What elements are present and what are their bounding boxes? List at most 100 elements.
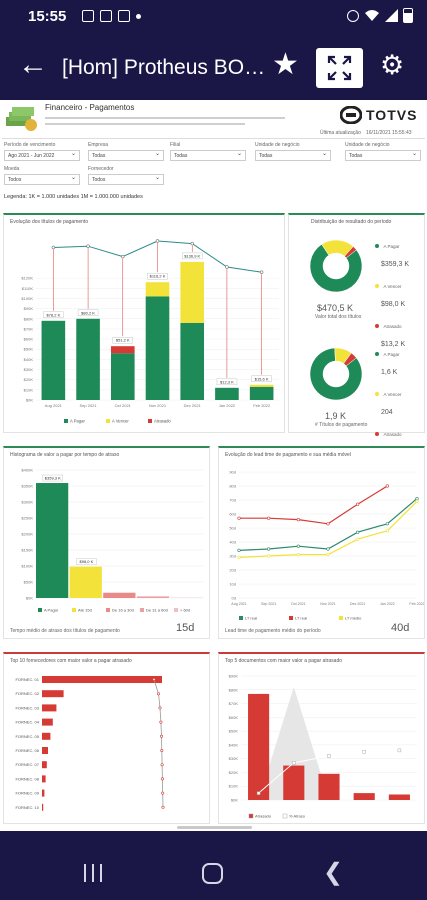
percent-point[interactable] [397, 748, 402, 753]
filter-select[interactable]: Todas ⌄ [255, 150, 331, 161]
bar-segment[interactable] [110, 346, 135, 354]
top10-chart[interactable]: FORNEC. 01 FORNEC. 02 FORNEC. 03 FORNEC. 04… [4, 664, 209, 824]
donut-slice[interactable] [344, 246, 357, 259]
filter-select[interactable]: Todas ⌄ [88, 150, 164, 161]
bar-segment[interactable] [180, 322, 205, 400]
leadtime-point[interactable] [385, 522, 389, 526]
count-point[interactable] [51, 245, 56, 250]
filter-6[interactable]: Moeda Todos ⌄ [4, 166, 80, 188]
cumulative-point[interactable] [161, 805, 165, 809]
supplier-bar[interactable] [42, 789, 45, 797]
bar-segment[interactable] [110, 353, 135, 400]
count-point[interactable] [259, 270, 264, 274]
bar-segment[interactable] [249, 384, 274, 387]
leadtime-point[interactable] [415, 496, 419, 501]
supplier-bar[interactable] [42, 747, 48, 754]
supplier-bar[interactable] [42, 718, 53, 726]
filter-select[interactable]: Todos ⌄ [88, 174, 164, 185]
cumulative-point[interactable] [160, 763, 164, 767]
histogram-bar[interactable] [36, 483, 69, 598]
supplier-bar[interactable] [42, 732, 51, 740]
leadtime-point[interactable] [326, 547, 330, 551]
filter-select[interactable]: Todas ⌄ [345, 150, 421, 161]
donut-slice[interactable] [309, 347, 363, 401]
bar-segment[interactable] [249, 386, 274, 400]
filter-select[interactable]: Todos ⌄ [4, 174, 80, 185]
count-point[interactable] [86, 244, 90, 248]
bar-segment[interactable] [180, 261, 205, 323]
leadtime-point[interactable] [356, 530, 360, 534]
filter-3[interactable]: Filial Todas ⌄ [170, 142, 246, 164]
fullscreen-button[interactable] [316, 48, 363, 88]
leadtime-point[interactable] [296, 517, 300, 522]
leadtime-point[interactable] [415, 499, 419, 504]
filter-1[interactable]: Período de vencimento Ago 2021 - Jun 2022… [4, 142, 80, 164]
document-bar[interactable] [388, 794, 410, 800]
filter-5[interactable]: Unidade de negócio Todas ⌄ [345, 142, 421, 164]
bar-segment[interactable] [145, 282, 170, 297]
leadtime-point[interactable] [296, 544, 300, 548]
document-bar[interactable] [318, 773, 340, 800]
bar-segment[interactable] [41, 320, 66, 400]
value-donut-chart[interactable] [301, 231, 371, 301]
bar-segment[interactable] [215, 387, 239, 400]
filter-2[interactable]: Empresa Todas ⌄ [88, 142, 164, 164]
percent-point[interactable] [292, 761, 296, 765]
supplier-bar[interactable] [42, 704, 57, 712]
supplier-bar[interactable] [42, 761, 47, 769]
back-arrow-icon[interactable]: ← [18, 48, 48, 81]
cumulative-point[interactable] [157, 692, 161, 696]
bar-segment[interactable] [145, 296, 170, 400]
supplier-bar[interactable] [42, 690, 64, 698]
filter-select[interactable]: Ago 2021 - Jun 2022 ⌄ [4, 150, 80, 161]
leadtime-point[interactable] [356, 502, 360, 506]
horizontal-scrollbar[interactable] [177, 826, 252, 829]
filter-7[interactable]: Fornecedor Todos ⌄ [88, 166, 164, 188]
count-point[interactable] [155, 239, 160, 243]
cumulative-point[interactable] [160, 749, 164, 753]
leadtime-point[interactable] [267, 554, 271, 558]
cumulative-point[interactable] [159, 720, 163, 724]
count-point[interactable] [190, 241, 194, 246]
leadtime-point[interactable] [326, 522, 330, 526]
document-bar[interactable] [353, 793, 375, 800]
filter-4[interactable]: Unidade de negócio Todas ⌄ [255, 142, 331, 164]
percent-point[interactable] [362, 750, 366, 754]
leadtime-point[interactable] [237, 555, 241, 559]
leadtime-point[interactable] [385, 529, 389, 533]
document-bar[interactable] [283, 765, 305, 800]
count-point[interactable] [225, 265, 229, 269]
favorite-star-icon[interactable]: ★ [272, 48, 299, 81]
evolution-chart[interactable]: $0K $10K $20K $30K $40K $50K $60K $70K $80K $90K $… [4, 223, 286, 433]
percent-point[interactable] [256, 791, 261, 795]
count-point[interactable] [121, 254, 125, 259]
cumulative-point[interactable] [160, 734, 164, 738]
document-bar[interactable] [248, 693, 270, 800]
cumulative-point[interactable] [160, 777, 164, 781]
supplier-bar[interactable] [42, 775, 46, 783]
donut-slice[interactable] [309, 243, 363, 293]
report-canvas[interactable]: Financeiro - Pagamentos TOTVS Última atu… [0, 100, 427, 831]
nav-back-button[interactable]: ❮ [323, 859, 344, 886]
cumulative-point[interactable] [158, 706, 162, 710]
leadtime-point[interactable] [237, 548, 241, 552]
histogram-bar[interactable] [69, 566, 102, 598]
cumulative-point[interactable] [152, 678, 156, 682]
leadtime-point[interactable] [237, 516, 241, 520]
histogram-bar[interactable] [103, 592, 136, 598]
settings-gear-icon[interactable]: ⚙ [380, 50, 405, 80]
bar-segment[interactable] [76, 318, 100, 400]
recents-button[interactable] [84, 864, 102, 882]
leadtime-point[interactable] [267, 547, 271, 551]
leadtime-point[interactable] [296, 552, 300, 557]
supplier-bar[interactable] [42, 676, 162, 683]
count-donut-chart[interactable] [301, 339, 371, 409]
leadtime-point[interactable] [267, 516, 271, 520]
donut-slice[interactable] [343, 352, 357, 367]
histogram-chart[interactable]: $0K $50K $100K $150K $200K $250K $300K $350K $40… [4, 458, 209, 618]
cumulative-point[interactable] [161, 791, 165, 795]
leadtime-chart[interactable]: 0d 10d 20d 30d 40d 50d 60d 70d 80d 90d Aug 2021 Sep… [219, 458, 424, 626]
supplier-bar[interactable] [42, 803, 44, 811]
histogram-bar[interactable] [136, 596, 170, 598]
home-button[interactable] [202, 863, 223, 884]
